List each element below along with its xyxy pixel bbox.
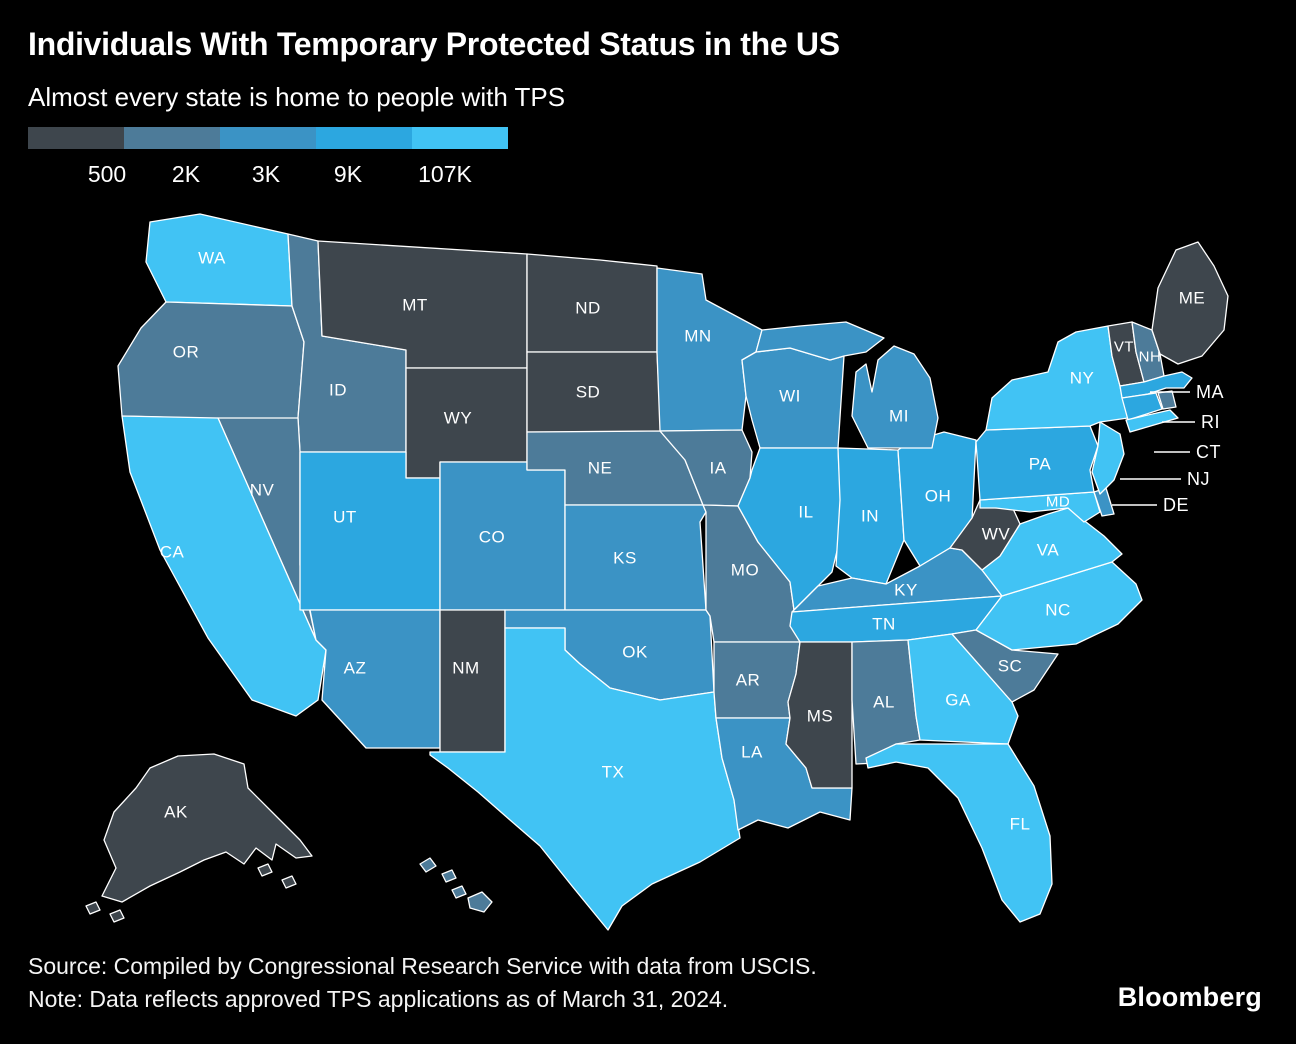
state-label-ID: ID bbox=[329, 381, 347, 400]
state-label-SD: SD bbox=[576, 383, 601, 402]
legend-label: 500 bbox=[87, 161, 127, 187]
state-label-ME: ME bbox=[1179, 289, 1206, 308]
state-label-TN: TN bbox=[872, 615, 896, 634]
note-text: Note: Data reflects approved TPS applica… bbox=[28, 985, 729, 1012]
state-label-TX: TX bbox=[602, 763, 625, 782]
legend-color-bar bbox=[28, 127, 508, 149]
state-label-WY: WY bbox=[444, 409, 472, 428]
state-AK bbox=[109, 909, 125, 923]
state-label-WA: WA bbox=[198, 249, 226, 268]
source-text: Source: Compiled by Congressional Resear… bbox=[28, 953, 817, 979]
state-FL bbox=[865, 743, 1053, 923]
state-AK bbox=[281, 875, 297, 889]
state-label-NC: NC bbox=[1045, 601, 1071, 620]
state-label-MT: MT bbox=[402, 296, 428, 315]
state-label-LA: LA bbox=[741, 743, 763, 762]
state-label-IN: IN bbox=[861, 507, 879, 526]
state-MN bbox=[656, 267, 763, 432]
state-label-KS: KS bbox=[613, 549, 637, 568]
state-MI bbox=[755, 321, 885, 361]
state-label-AR: AR bbox=[736, 671, 761, 690]
state-TX bbox=[429, 627, 741, 931]
state-label-NY: NY bbox=[1070, 369, 1095, 388]
state-NY bbox=[985, 325, 1129, 431]
state-AK bbox=[257, 863, 273, 877]
state-label-FL: FL bbox=[1010, 815, 1031, 834]
state-label-WI: WI bbox=[779, 387, 801, 406]
state-label-ND: ND bbox=[575, 299, 601, 318]
state-label-VT: VT bbox=[1114, 339, 1134, 356]
state-label-MS: MS bbox=[807, 707, 834, 726]
legend-label: 107K bbox=[418, 161, 472, 187]
state-HI bbox=[441, 869, 457, 883]
state-AZ bbox=[309, 609, 441, 749]
state-label-MO: MO bbox=[731, 561, 759, 580]
legend-swatch-2 bbox=[124, 127, 220, 149]
state-label-IA: IA bbox=[709, 459, 726, 478]
state-label-GA: GA bbox=[945, 691, 971, 710]
legend-label: 3K bbox=[251, 161, 281, 187]
legend: 500 2K 3K 9K 107K bbox=[28, 127, 508, 187]
state-label-OH: OH bbox=[925, 487, 952, 506]
bloomberg-logo: Bloomberg bbox=[1117, 982, 1262, 1012]
legend-label: 9K bbox=[333, 161, 363, 187]
legend-swatch-5 bbox=[412, 127, 508, 149]
state-label-PA: PA bbox=[1029, 455, 1052, 474]
state-NM bbox=[439, 609, 506, 753]
state-MS bbox=[785, 641, 853, 789]
state-label-IL: IL bbox=[798, 503, 813, 522]
state-label-CA: CA bbox=[160, 543, 185, 562]
state-label-WV: WV bbox=[982, 525, 1011, 544]
state-OR bbox=[117, 301, 305, 420]
state-NY bbox=[1125, 409, 1179, 433]
state-label-NH: NH bbox=[1139, 349, 1162, 366]
state-HI bbox=[419, 857, 437, 873]
legend-swatch-3 bbox=[220, 127, 316, 149]
chart-subtitle: Almost every state is home to people wit… bbox=[28, 82, 566, 112]
state-label-NM: NM bbox=[452, 659, 479, 678]
state-label-MD: MD bbox=[1046, 494, 1070, 511]
state-label-MI: MI bbox=[889, 407, 909, 426]
state-label-UT: UT bbox=[333, 508, 357, 527]
callout-label-CT: CT bbox=[1196, 442, 1221, 462]
state-HI bbox=[467, 891, 493, 913]
state-NC bbox=[975, 561, 1143, 651]
state-label-CO: CO bbox=[479, 528, 506, 547]
state-label-SC: SC bbox=[998, 657, 1023, 676]
state-label-KY: KY bbox=[894, 581, 918, 600]
state-label-MN: MN bbox=[684, 327, 711, 346]
state-CA bbox=[121, 415, 327, 717]
state-label-AK: AK bbox=[164, 803, 188, 822]
state-MI bbox=[851, 345, 939, 449]
state-label-NV: NV bbox=[250, 481, 275, 500]
state-label-AL: AL bbox=[873, 693, 895, 712]
legend-labels: 500 2K 3K 9K 107K bbox=[28, 149, 508, 187]
callout-label-NJ: NJ bbox=[1187, 469, 1210, 489]
state-NJ bbox=[1091, 421, 1125, 495]
state-ME bbox=[1151, 241, 1229, 365]
state-AK bbox=[85, 901, 101, 915]
legend-swatch-4 bbox=[316, 127, 412, 149]
chart-title: Individuals With Temporary Protected Sta… bbox=[28, 26, 840, 62]
callout-label-RI: RI bbox=[1201, 412, 1220, 432]
state-label-VA: VA bbox=[1037, 541, 1060, 560]
state-CT bbox=[1121, 392, 1163, 421]
legend-label: 2K bbox=[171, 161, 201, 187]
state-HI bbox=[451, 885, 467, 899]
state-label-NE: NE bbox=[588, 459, 613, 478]
state-AK bbox=[101, 753, 313, 903]
source-block: Source: Compiled by Congressional Resear… bbox=[28, 950, 817, 1015]
state-label-OR: OR bbox=[173, 343, 200, 362]
callout-label-DE: DE bbox=[1163, 495, 1189, 515]
legend-swatch-1 bbox=[28, 127, 124, 149]
callout-label-MA: MA bbox=[1196, 382, 1224, 402]
state-label-OK: OK bbox=[622, 643, 648, 662]
state-label-AZ: AZ bbox=[344, 659, 367, 678]
